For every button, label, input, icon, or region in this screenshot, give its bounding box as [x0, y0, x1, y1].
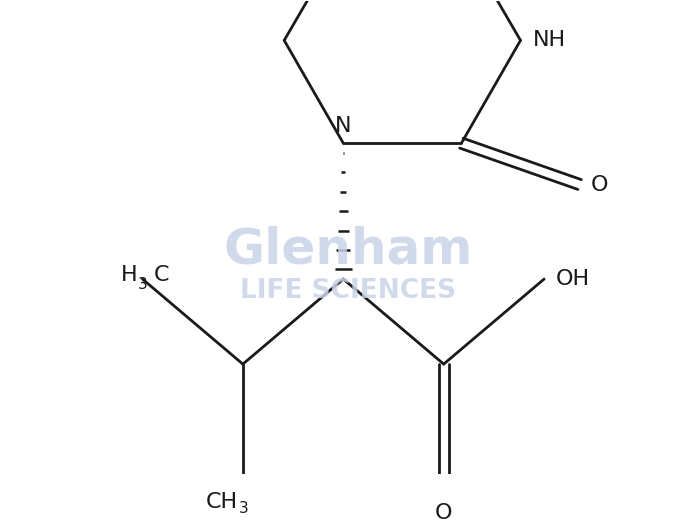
Text: 3: 3 — [239, 501, 248, 516]
Text: O: O — [435, 503, 452, 520]
Text: NH: NH — [532, 30, 566, 50]
Text: O: O — [591, 175, 608, 194]
Text: OH: OH — [555, 269, 590, 289]
Text: C: C — [154, 265, 169, 285]
Text: N: N — [335, 115, 351, 136]
Text: H: H — [121, 265, 138, 285]
Text: Glenham: Glenham — [223, 226, 473, 274]
Text: LIFE SCIENCES: LIFE SCIENCES — [240, 278, 456, 304]
Text: 3: 3 — [139, 277, 148, 292]
Text: CH: CH — [206, 492, 238, 512]
